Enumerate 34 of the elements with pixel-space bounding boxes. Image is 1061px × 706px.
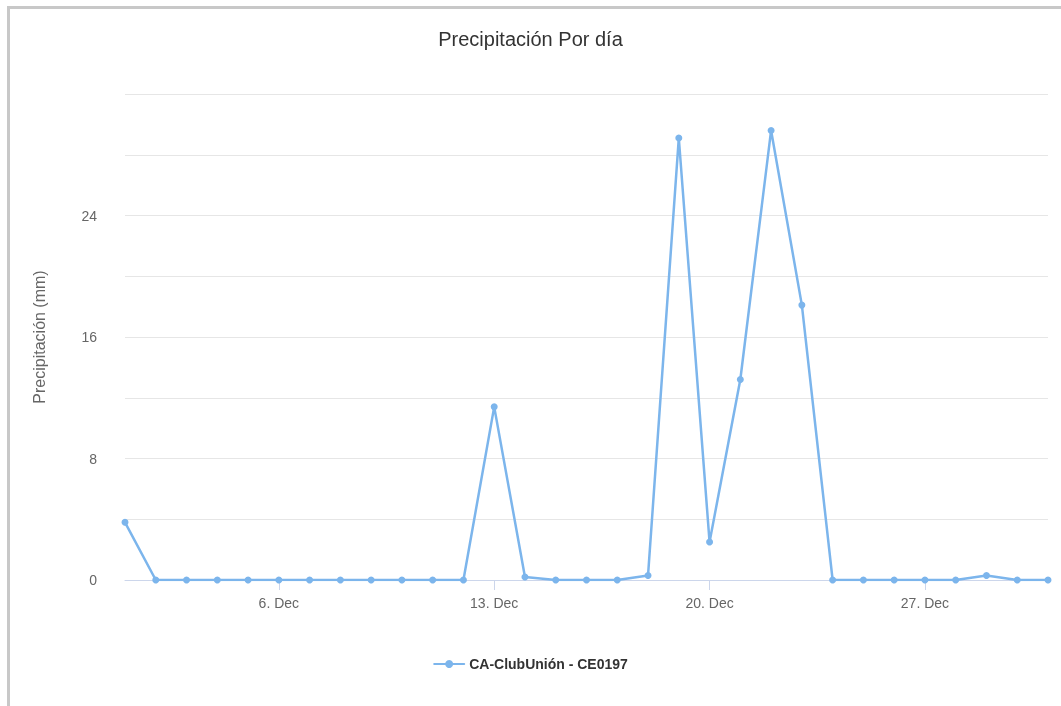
point — [952, 576, 960, 584]
point — [798, 301, 806, 309]
point — [152, 576, 160, 584]
point — [583, 576, 590, 584]
point — [213, 576, 221, 584]
point — [736, 376, 744, 384]
point — [767, 126, 775, 134]
point — [429, 576, 437, 584]
y-tick-label: 24 — [81, 207, 98, 224]
x-tick-label: 27. Dec — [900, 595, 950, 611]
point — [490, 403, 498, 411]
point — [675, 134, 683, 142]
y-axis-title: Precipitación (mm) — [30, 270, 48, 404]
point — [706, 538, 714, 546]
point — [1013, 576, 1021, 584]
x-tick-label: 20. Dec — [685, 595, 734, 611]
point — [552, 576, 560, 584]
point — [306, 576, 314, 584]
chart-title: Precipitación Por día — [438, 28, 624, 50]
y-tick-label: 8 — [89, 450, 98, 467]
point — [183, 576, 191, 584]
x-tick-label: 6. Dec — [258, 595, 300, 611]
y-tick-label: 16 — [81, 329, 98, 345]
point — [613, 576, 621, 584]
y-tick-label: 0 — [89, 572, 98, 588]
point — [829, 576, 837, 584]
point — [336, 576, 344, 584]
point — [644, 571, 652, 579]
point — [121, 518, 129, 526]
legend-label: CA-ClubUnión - CE0197 — [469, 656, 629, 672]
point — [859, 576, 867, 584]
x-tick-label: 13. Dec — [470, 595, 519, 611]
point — [982, 571, 990, 579]
point — [459, 576, 467, 584]
